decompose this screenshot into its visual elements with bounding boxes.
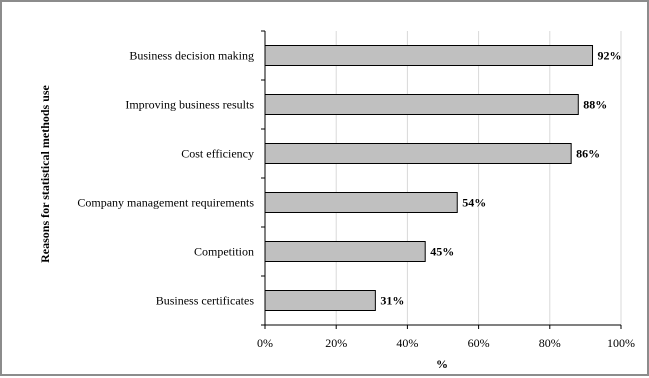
x-tick-label-2: 40% bbox=[396, 336, 418, 350]
x-tick-label-4: 80% bbox=[539, 336, 561, 350]
data-label-3: 54% bbox=[462, 196, 486, 210]
bar-2 bbox=[264, 143, 572, 164]
category-label-3: Company management requirements bbox=[77, 196, 254, 210]
category-label-5: Business certificates bbox=[156, 294, 255, 308]
data-label-0: 92% bbox=[598, 49, 622, 63]
data-label-1: 88% bbox=[583, 98, 607, 112]
bar-3 bbox=[264, 192, 458, 213]
data-label-5: 31% bbox=[380, 294, 404, 308]
bars bbox=[264, 45, 594, 311]
category-label-4: Competition bbox=[194, 245, 254, 259]
data-labels: 92% 88% 86% 54% 45% 31% bbox=[380, 49, 621, 308]
x-axis-title: % bbox=[436, 357, 448, 371]
data-label-4: 45% bbox=[430, 245, 454, 259]
bar-0 bbox=[264, 45, 594, 66]
y-axis-title: Reasons for statistical methods use bbox=[38, 84, 52, 262]
grid-lines bbox=[335, 31, 622, 325]
data-label-2: 86% bbox=[576, 147, 600, 161]
bar-5 bbox=[264, 290, 376, 311]
category-label-2: Cost efficiency bbox=[181, 147, 254, 161]
bar-1 bbox=[264, 94, 579, 115]
x-tick-labels: 0% 20% 40% 60% 80% 100% bbox=[257, 336, 635, 350]
category-label-0: Business decision making bbox=[129, 49, 254, 63]
x-tick-label-1: 20% bbox=[325, 336, 347, 350]
x-tick-label-0: 0% bbox=[257, 336, 273, 350]
x-tick-label-5: 100% bbox=[607, 336, 635, 350]
axes bbox=[261, 30, 622, 329]
category-label-1: Improving business results bbox=[125, 98, 254, 112]
category-labels: Business decision making Improving busine… bbox=[77, 49, 254, 308]
bar-4 bbox=[264, 241, 426, 262]
x-tick-label-3: 60% bbox=[468, 336, 490, 350]
